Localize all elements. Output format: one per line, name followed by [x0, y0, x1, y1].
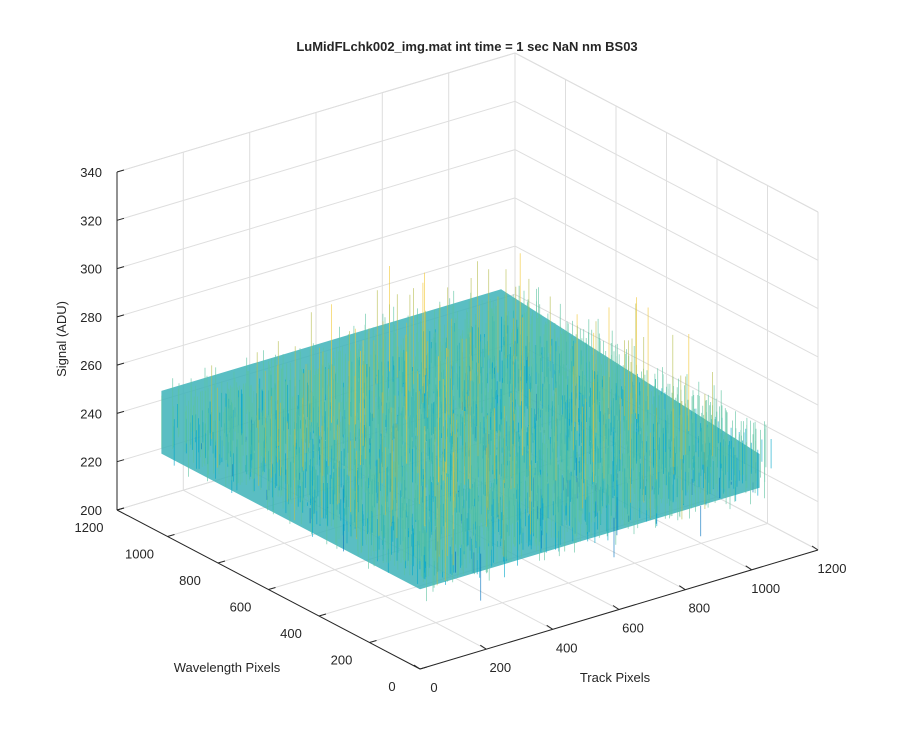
z-tick: [116, 314, 125, 318]
box-edge: [514, 52, 819, 213]
y-tick-label: 200: [331, 653, 353, 668]
grid-line-z-right: [514, 197, 819, 358]
z-tick: [116, 507, 125, 511]
grid-line-y-floor: [369, 523, 768, 643]
z-tick-label: 340: [80, 165, 102, 180]
x-tick: [745, 565, 752, 571]
z-tick-label: 240: [80, 406, 102, 421]
x-tick: [546, 624, 553, 630]
grid-line-z-right: [514, 149, 819, 310]
surface-spikes: [211, 261, 713, 586]
z-tick-label: 220: [80, 455, 102, 470]
z-tick-label: 200: [80, 503, 102, 518]
grid-line-z-left: [116, 197, 516, 318]
surface-spikes: [331, 253, 690, 581]
y-tick-label: 400: [280, 626, 302, 641]
z-tick-label: 280: [80, 310, 102, 325]
z-tick: [116, 169, 125, 173]
y-tick: [217, 560, 226, 564]
grid-line-z-left: [116, 245, 516, 366]
x-tick: [679, 585, 686, 591]
y-tick: [268, 587, 276, 590]
x-tick: [811, 545, 819, 551]
y-tick: [419, 666, 428, 670]
x-tick: [413, 664, 421, 670]
x-tick-label: 0: [430, 680, 437, 695]
y-tick-label: 0: [388, 679, 395, 694]
x-tick: [480, 644, 487, 650]
tick-labels: 0 200 400 600 800 1000 1200 0 200 400 600 800 1000 12…: [75, 165, 847, 695]
grid-line-z-right: [514, 245, 819, 406]
z-tick-label: 260: [80, 358, 102, 373]
z-tick: [116, 410, 125, 414]
y-tick-label: 1000: [125, 547, 154, 562]
grid-line-z-left: [116, 149, 516, 270]
x-tick-label: 1000: [751, 581, 780, 596]
grid-line-z-left: [116, 100, 516, 221]
x-axis-label: Track Pixels: [580, 670, 651, 685]
surface-plot: [161, 253, 772, 602]
z-tick-label: 300: [80, 262, 102, 277]
y-tick-label: 1200: [75, 520, 104, 535]
y-axis-label: Wavelength Pixels: [174, 660, 281, 675]
x-tick-label: 800: [688, 601, 710, 616]
x-tick: [612, 605, 620, 610]
x-tick-label: 1200: [818, 561, 847, 576]
y-tick: [167, 534, 175, 537]
z-axis-label: Signal (ADU): [54, 301, 69, 377]
x-tick-label: 600: [622, 621, 644, 636]
y-tick: [318, 613, 327, 617]
x-tick-label: 400: [556, 640, 578, 655]
x-tick-label: 200: [489, 660, 511, 675]
z-tick-label: 320: [80, 213, 102, 228]
y-tick-label: 600: [230, 600, 252, 615]
grid-line-z-right: [514, 293, 819, 454]
grid-line-z-right: [514, 100, 819, 261]
axes: [116, 169, 819, 670]
z-tick: [116, 362, 125, 366]
chart-title: LuMidFLchk002_img.mat int time = 1 sec N…: [296, 39, 637, 54]
y-tick-label: 800: [179, 573, 201, 588]
z-tick: [116, 459, 125, 463]
z-tick: [116, 217, 125, 221]
z-tick: [116, 266, 125, 270]
y-tick: [369, 640, 377, 643]
box-edge: [116, 52, 516, 173]
